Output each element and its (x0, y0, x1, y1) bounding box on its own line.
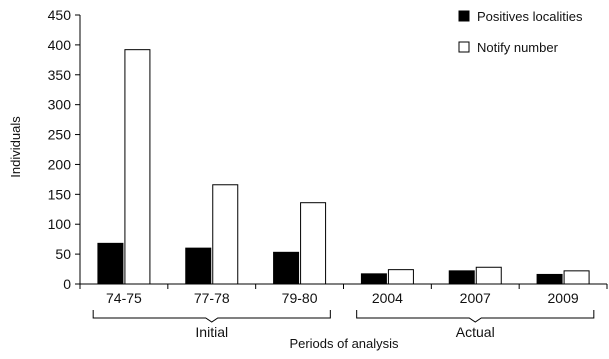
legend-swatch-positives-localities (458, 10, 470, 22)
y-tick-label: 300 (48, 97, 72, 113)
y-tick-label: 50 (55, 246, 71, 262)
x-tick-label: 2004 (372, 290, 403, 306)
group-label: Actual (456, 324, 495, 340)
y-tick-label: 250 (48, 127, 72, 143)
y-tick-label: 100 (48, 216, 72, 232)
y-axis-label: Individuals (8, 116, 23, 178)
bar (273, 251, 300, 285)
bar (536, 273, 563, 285)
bar (360, 273, 387, 285)
group-bracket (92, 310, 331, 323)
group-bracket (356, 310, 595, 323)
bar (563, 270, 590, 285)
bar (97, 242, 124, 285)
y-tick-label: 450 (48, 7, 72, 23)
y-tick-label: 200 (48, 156, 72, 172)
y-tick-label: 350 (48, 67, 72, 83)
x-tick-label: 79-80 (282, 290, 318, 306)
bar (124, 49, 151, 285)
legend-swatch-notify-number (458, 41, 470, 53)
x-tick-label: 2007 (460, 290, 491, 306)
y-tick-label: 150 (48, 186, 72, 202)
x-tick-label: 2009 (548, 290, 579, 306)
y-tick-label: 0 (63, 276, 71, 292)
y-tick-label: 400 (48, 37, 72, 53)
x-tick-label: 77-78 (194, 290, 230, 306)
legend: Positives localities Notify number (458, 9, 583, 55)
bar (212, 184, 239, 285)
bar (448, 270, 475, 285)
bar (475, 266, 502, 285)
legend-label-notify-number: Notify number (477, 40, 559, 55)
bar (300, 202, 327, 285)
plot-area: 0 50 100 150 200 250 300 350 400 450 74-75 77-78 79-… (48, 7, 608, 340)
legend-label-positives-localities: Positives localities (477, 9, 583, 24)
x-axis-label: Periods of analysis (289, 336, 399, 351)
bar (387, 269, 414, 285)
x-tick-label: 74-75 (106, 290, 142, 306)
group-label: Initial (195, 324, 228, 340)
bar (185, 247, 212, 285)
